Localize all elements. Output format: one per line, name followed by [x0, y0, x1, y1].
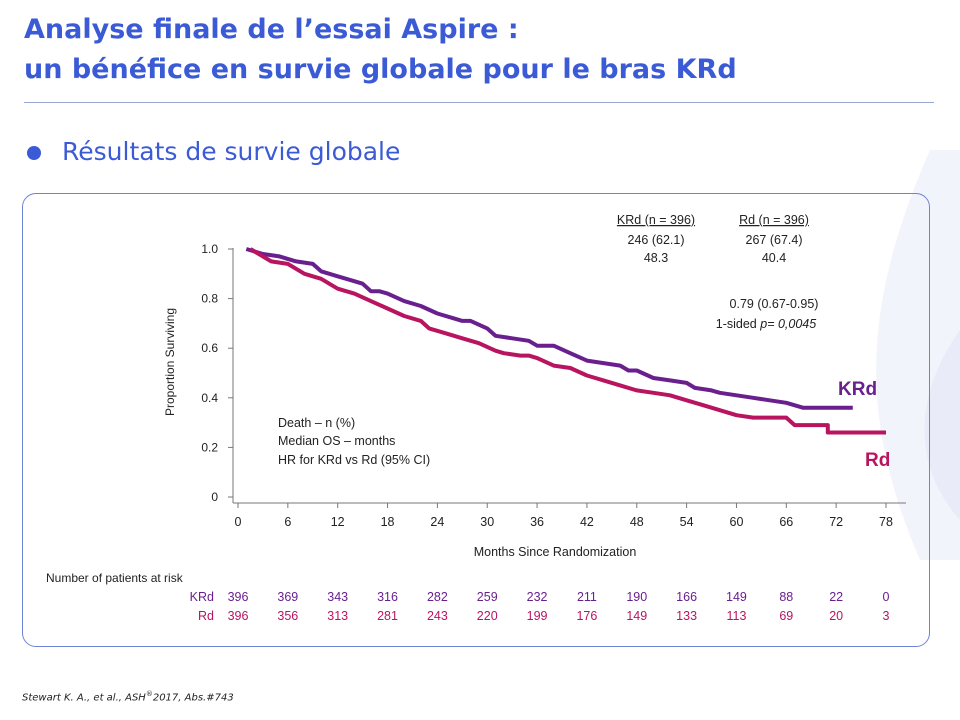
y-tick-label: 0.8 — [201, 292, 218, 306]
risk-value: 369 — [277, 590, 298, 604]
risk-value: 316 — [377, 590, 398, 604]
x-axis-label: Months Since Randomization — [474, 545, 637, 559]
series-lines — [245, 247, 886, 435]
row-label-hr: HR for KRd vs Rd (95% CI) — [278, 453, 430, 467]
title-line-2: un bénéfice en survie globale pour le br… — [24, 54, 737, 85]
risk-value: 3 — [883, 609, 890, 623]
risk-value: 166 — [676, 590, 697, 604]
risk-value: 0 — [883, 590, 890, 604]
x-tick-label: 48 — [630, 515, 644, 529]
risk-value: 190 — [626, 590, 647, 604]
x-tick-label: 66 — [779, 515, 793, 529]
chart-axes — [232, 248, 906, 504]
risk-value: 356 — [277, 609, 298, 623]
risk-value: 20 — [829, 609, 843, 623]
x-tick-label: 60 — [730, 515, 744, 529]
risk-value: 220 — [477, 609, 498, 623]
p-value-line: 1-sided p= 0,0045 — [716, 317, 816, 331]
citation-suffix: 2017, Abs.#743 — [152, 692, 234, 704]
rd-series-label: Rd — [865, 450, 890, 471]
x-tick-label: 54 — [680, 515, 694, 529]
rd-header: Rd (n = 396) — [739, 213, 809, 227]
row-label-median: Median OS – months — [278, 434, 395, 448]
x-tick-label: 72 — [829, 515, 843, 529]
x-tick-label: 12 — [331, 515, 345, 529]
risk-value: 243 — [427, 609, 448, 623]
risk-value: 199 — [527, 609, 548, 623]
citation-superscript: ® — [145, 690, 153, 698]
risk-value: 396 — [228, 590, 249, 604]
risk-value: 149 — [726, 590, 747, 604]
risk-value: 281 — [377, 609, 398, 623]
title-divider — [24, 102, 934, 103]
krd-series-label: KRd — [838, 379, 877, 400]
y-tick-label: 0 — [211, 490, 218, 504]
risk-value: 232 — [527, 590, 548, 604]
x-tick-label: 0 — [235, 515, 242, 529]
y-tick-label: 0.2 — [201, 440, 218, 454]
risk-value: 396 — [228, 609, 249, 623]
rd-deaths: 267 (67.4) — [746, 233, 803, 247]
x-tick-label: 6 — [284, 515, 291, 529]
x-tick-label: 24 — [430, 515, 444, 529]
risk-value: 282 — [427, 590, 448, 604]
series-line-rd — [249, 247, 886, 435]
y-tick-label: 0.6 — [201, 341, 218, 355]
x-tick-label: 18 — [381, 515, 395, 529]
risk-value: 343 — [327, 590, 348, 604]
risk-value: 69 — [779, 609, 793, 623]
x-tick-label: 36 — [530, 515, 544, 529]
risk-value: 22 — [829, 590, 843, 604]
krd-median: 48.3 — [644, 251, 668, 265]
risk-value: 113 — [726, 609, 746, 623]
x-tick-label: 42 — [580, 515, 594, 529]
risk-value: 88 — [779, 590, 793, 604]
risk-value: 313 — [327, 609, 348, 623]
risk-table-title: Number of patients at risk — [46, 571, 184, 585]
p-value: p= 0,0045 — [759, 317, 816, 331]
hazard-ratio: 0.79 (0.67-0.95) — [730, 297, 819, 311]
p-value-prefix: 1-sided — [716, 317, 760, 331]
title-line-1: Analyse finale de l’essai Aspire : — [24, 14, 519, 45]
risk-value: 211 — [577, 590, 597, 604]
citation: Stewart K. A., et al., ASH®2017, Abs.#74… — [22, 690, 234, 703]
stats-block: KRd (n = 396) Rd (n = 396) 246 (62.1) 26… — [278, 213, 818, 467]
slide-title: Analyse finale de l’essai Aspire : un bé… — [24, 10, 737, 90]
risk-row-label: Rd — [198, 609, 214, 623]
x-ticks: 0 6 12 18 24 30 36 42 48 54 60 66 72 78 — [235, 503, 893, 529]
risk-table: KRd 396 369 343 316 282 259 232 211 190 166 149 88 22… — [190, 590, 890, 623]
row-label-death: Death – n (%) — [278, 416, 355, 430]
krd-header: KRd (n = 396) — [617, 213, 695, 227]
risk-row-label: KRd — [190, 590, 214, 604]
risk-value: 149 — [626, 609, 647, 623]
bullet-icon — [27, 146, 41, 160]
series-line-krd — [245, 247, 853, 410]
section-subtitle: Résultats de survie globale — [62, 137, 401, 166]
risk-value: 176 — [576, 609, 597, 623]
x-tick-label: 78 — [879, 515, 893, 529]
y-axis-label: Proportion Surviving — [163, 308, 177, 416]
y-tick-label: 1.0 — [201, 242, 218, 256]
krd-deaths: 246 (62.1) — [628, 233, 685, 247]
rd-median: 40.4 — [762, 251, 786, 265]
citation-text: Stewart K. A., et al., ASH — [22, 692, 146, 704]
y-ticks: 0 0.2 0.4 0.6 0.8 1.0 — [201, 242, 233, 504]
risk-value: 259 — [477, 590, 498, 604]
risk-value: 133 — [676, 609, 697, 623]
y-tick-label: 0.4 — [201, 391, 218, 405]
chart-frame — [22, 193, 930, 647]
x-tick-label: 30 — [480, 515, 494, 529]
